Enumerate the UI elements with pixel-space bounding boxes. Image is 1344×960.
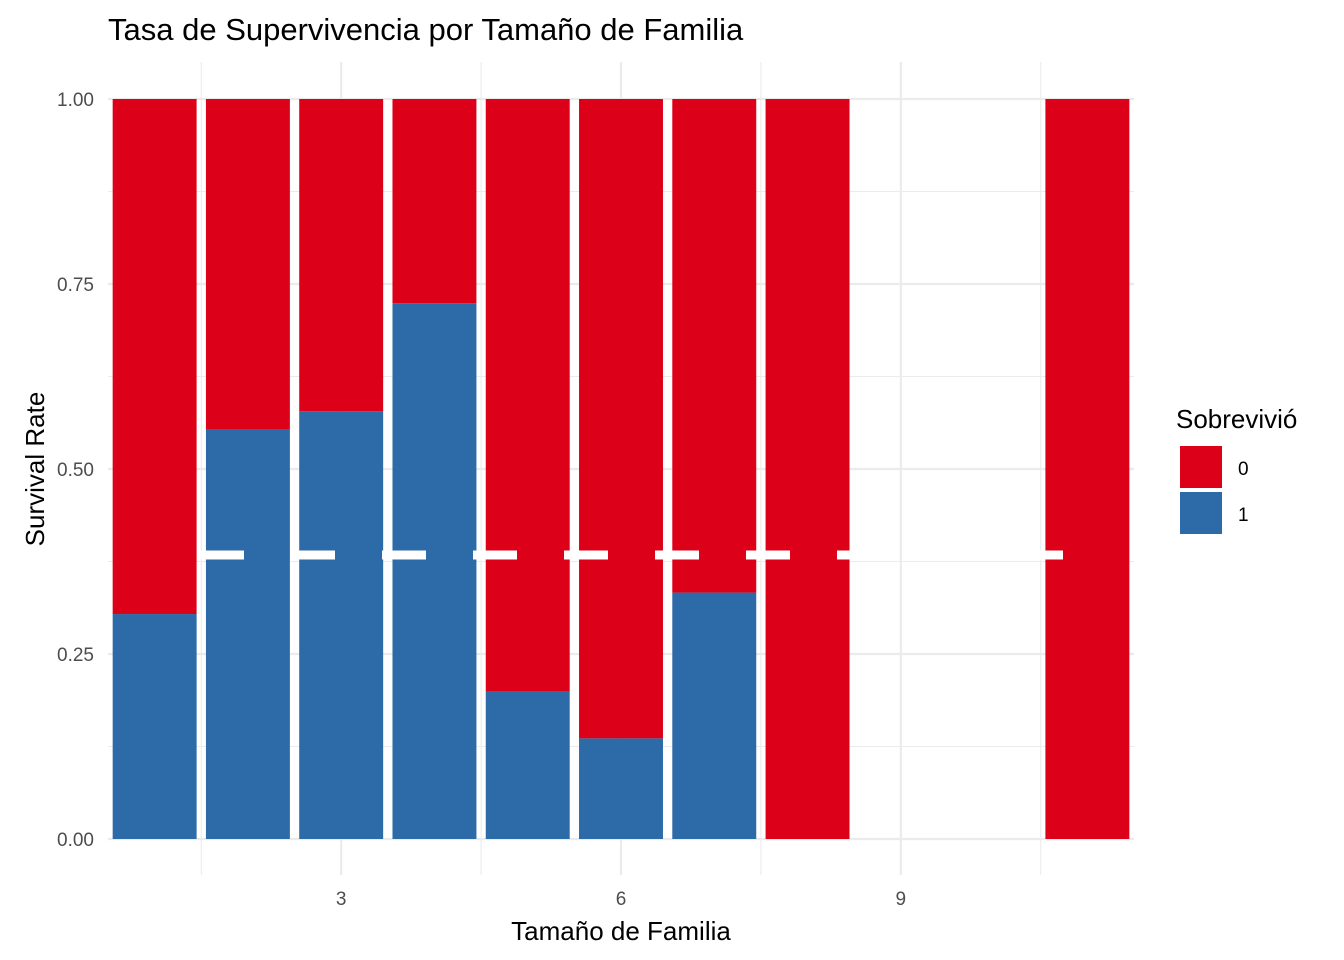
- bar-survived-size-3: [299, 411, 384, 839]
- y-axis-title: Survival Rate: [20, 392, 50, 547]
- bar-died-size-11: [1045, 99, 1130, 839]
- bars: [112, 99, 1130, 839]
- legend: Sobrevivió 0 1: [1176, 404, 1297, 534]
- bar-died-size-2: [205, 99, 290, 430]
- bar-survived-size-2: [205, 429, 290, 839]
- bar-survived-size-4: [392, 303, 477, 839]
- bar-survived-size-1: [112, 614, 197, 839]
- x-tick-label: 6: [616, 889, 627, 910]
- y-tick-label: 0.25: [57, 645, 94, 666]
- legend-title: Sobrevivió: [1176, 404, 1297, 434]
- y-tick-label: 0.00: [57, 830, 94, 851]
- bar-survived-size-5: [485, 691, 570, 839]
- chart-title: Tasa de Supervivencia por Tamaño de Fami…: [108, 12, 744, 47]
- y-tick-label: 1.00: [57, 90, 94, 111]
- bar-survived-size-7: [672, 592, 757, 839]
- bar-died-size-4: [392, 99, 477, 304]
- bar-died-size-7: [672, 99, 757, 593]
- x-axis-title: Tamaño de Familia: [511, 916, 731, 946]
- x-tick-label: 9: [896, 889, 907, 910]
- bar-died-size-5: [485, 99, 570, 691]
- bar-survived-size-6: [579, 738, 663, 839]
- bar-died-size-6: [579, 99, 663, 739]
- x-axis-ticks: 3 6 9: [336, 889, 906, 910]
- legend-swatch-1: [1180, 492, 1222, 534]
- legend-swatch-0: [1180, 446, 1222, 488]
- x-tick-label: 3: [336, 889, 347, 910]
- legend-label-0: 0: [1238, 459, 1249, 480]
- y-tick-label: 0.50: [57, 460, 94, 481]
- bar-died-size-8: [765, 99, 850, 839]
- y-axis-ticks: 0.00 0.25 0.50 0.75 1.00: [57, 90, 94, 851]
- legend-label-1: 1: [1238, 505, 1249, 526]
- bar-died-size-3: [299, 99, 384, 412]
- y-tick-label: 0.75: [57, 275, 94, 296]
- bar-died-size-1: [112, 99, 197, 615]
